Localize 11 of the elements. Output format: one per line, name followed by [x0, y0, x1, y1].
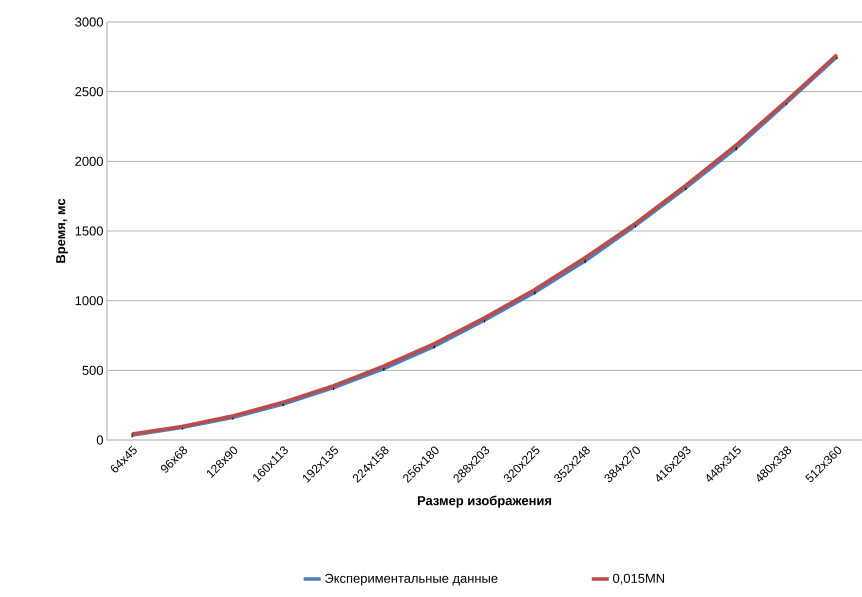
y-tick-label: 0 — [96, 435, 103, 445]
y-tick-label: 3000 — [75, 17, 103, 27]
y-axis-title: Время, мс — [56, 198, 68, 263]
legend-label: Экспериментальные данные — [325, 574, 498, 586]
y-tick-label: 500 — [82, 366, 103, 375]
y-tick-label: 1000 — [76, 296, 103, 306]
y-tick-label: 2500 — [75, 87, 103, 96]
x-axis-title: Размер изображения — [418, 496, 552, 508]
y-tick-label: 2000 — [75, 156, 103, 166]
legend-label: 0,015MN — [613, 574, 664, 584]
y-tick-label: 1500 — [76, 226, 103, 236]
